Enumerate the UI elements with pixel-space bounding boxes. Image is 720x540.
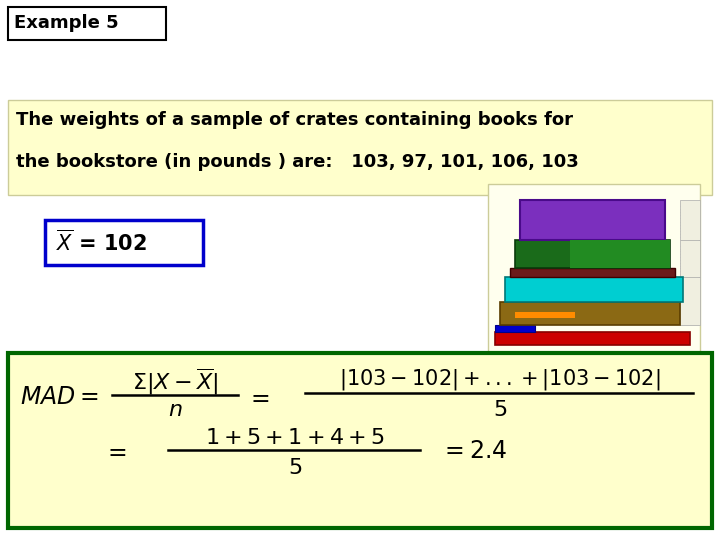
Text: The weights of a sample of crates containing books for: The weights of a sample of crates contai… xyxy=(16,111,573,129)
FancyBboxPatch shape xyxy=(45,220,203,265)
Text: $5$: $5$ xyxy=(493,399,507,421)
Text: $=$: $=$ xyxy=(246,387,270,409)
Polygon shape xyxy=(495,325,535,332)
Bar xyxy=(680,200,700,240)
Text: $5$: $5$ xyxy=(288,457,302,479)
FancyBboxPatch shape xyxy=(488,184,700,362)
Text: Example 5: Example 5 xyxy=(14,14,119,32)
Text: $n$: $n$ xyxy=(168,399,182,421)
Polygon shape xyxy=(510,268,675,277)
Text: $\overline{X}$ = 102: $\overline{X}$ = 102 xyxy=(56,230,147,255)
Bar xyxy=(680,277,700,325)
Polygon shape xyxy=(495,332,690,345)
Polygon shape xyxy=(505,277,683,302)
Text: $MAD=$: $MAD=$ xyxy=(20,387,99,409)
FancyBboxPatch shape xyxy=(8,7,166,40)
Polygon shape xyxy=(520,200,665,240)
Text: $1+5+1+4+5$: $1+5+1+4+5$ xyxy=(205,427,385,449)
FancyBboxPatch shape xyxy=(8,353,712,528)
Polygon shape xyxy=(570,240,670,268)
Bar xyxy=(680,240,700,277)
Text: $\vert103-102\vert+...+\vert103-102\vert$: $\vert103-102\vert+...+\vert103-102\vert… xyxy=(339,368,661,393)
Text: the bookstore (in pounds ) are:   103, 97, 101, 106, 103: the bookstore (in pounds ) are: 103, 97,… xyxy=(16,153,579,171)
Polygon shape xyxy=(515,240,670,268)
Text: $=2.4$: $=2.4$ xyxy=(440,441,507,463)
Text: $\Sigma\vert X-\overline{X}\vert$: $\Sigma\vert X-\overline{X}\vert$ xyxy=(132,367,218,397)
FancyBboxPatch shape xyxy=(8,100,712,195)
Polygon shape xyxy=(515,312,575,318)
Polygon shape xyxy=(500,302,680,325)
Text: $=$: $=$ xyxy=(103,441,127,463)
